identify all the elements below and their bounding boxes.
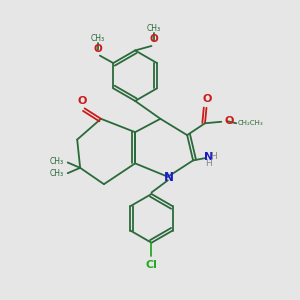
Text: CH₃: CH₃ xyxy=(147,25,161,34)
Text: N: N xyxy=(164,171,174,184)
Text: O: O xyxy=(149,34,158,44)
Text: O: O xyxy=(202,94,212,104)
Text: N: N xyxy=(204,152,213,162)
Text: H: H xyxy=(211,152,217,161)
Text: CH₃: CH₃ xyxy=(90,34,105,43)
Text: CH₂CH₃: CH₂CH₃ xyxy=(238,120,263,126)
Text: Cl: Cl xyxy=(146,260,158,270)
Text: O: O xyxy=(93,44,102,54)
Text: O: O xyxy=(77,96,87,106)
Text: CH₃: CH₃ xyxy=(50,158,64,166)
Text: H: H xyxy=(205,160,212,169)
Text: O: O xyxy=(224,116,234,126)
Text: CH₃: CH₃ xyxy=(50,169,64,178)
